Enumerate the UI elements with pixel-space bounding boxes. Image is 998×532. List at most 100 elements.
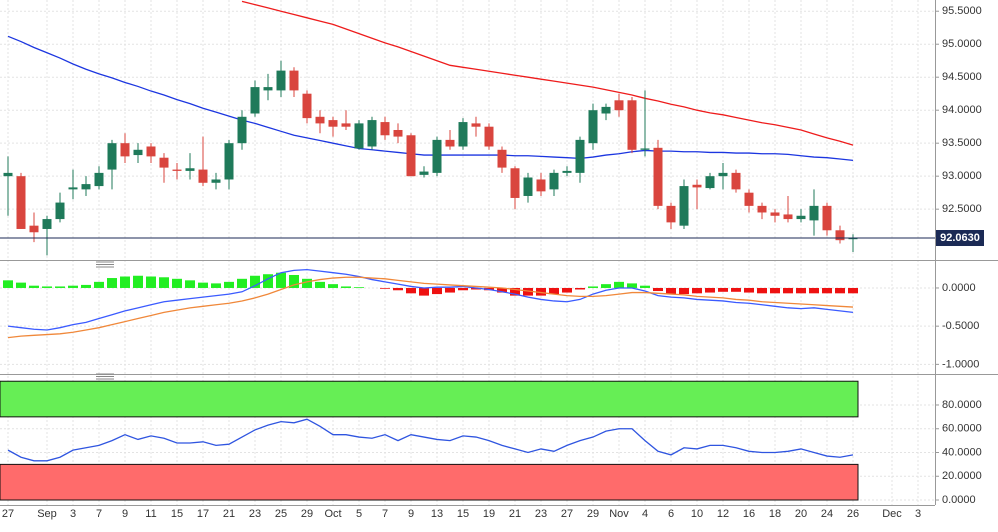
candle-body [146, 146, 156, 157]
histogram-bar [16, 282, 26, 288]
candle-body [367, 120, 377, 147]
histogram-bar [159, 277, 169, 288]
histogram-bar [835, 287, 845, 294]
resize-handle[interactable] [96, 261, 114, 268]
x-tick-label: 23 [249, 508, 261, 520]
candle-body [796, 215, 806, 220]
x-tick-label: 27 [561, 508, 573, 520]
x-tick-label: 27 [2, 508, 14, 520]
candle-body [380, 122, 390, 136]
y-tick-label: 95.0000 [942, 38, 982, 50]
candle-body [445, 139, 455, 147]
histogram-bar [185, 280, 195, 288]
candle-body [562, 170, 572, 173]
histogram-bar [523, 287, 533, 296]
moving-average [7, 35, 854, 161]
x-tick-label: 3 [915, 508, 921, 520]
candle-body [302, 93, 312, 119]
histogram-bar [809, 287, 819, 294]
candle-body [588, 110, 598, 144]
histogram-bar [68, 285, 78, 288]
histogram-bar [198, 282, 208, 288]
macd-line [7, 268, 854, 331]
x-tick-label: 13 [431, 508, 443, 520]
histogram-bar [822, 287, 832, 294]
x-tick-label: 9 [408, 508, 414, 520]
histogram-bar [640, 285, 650, 288]
candle-body [731, 172, 741, 190]
x-tick-label: 21 [509, 508, 521, 520]
candle-body [653, 147, 663, 206]
candle-body [107, 143, 117, 170]
histogram-bar [458, 287, 468, 291]
candle-body [484, 126, 494, 147]
candle-body [81, 184, 91, 190]
candle-body [94, 172, 104, 187]
x-tick-label: 6 [668, 508, 674, 520]
histogram-bar [263, 274, 273, 288]
candle-body [55, 202, 65, 220]
x-tick-label: 7 [382, 508, 388, 520]
histogram-bar [744, 287, 754, 293]
x-tick-label: 29 [301, 508, 313, 520]
histogram-bar [757, 287, 767, 294]
x-tick-label: Sep [37, 508, 57, 520]
candle-body [276, 70, 286, 91]
histogram-bar [120, 276, 130, 288]
candle-body [510, 168, 520, 198]
candle-body [315, 116, 325, 124]
histogram-bar [237, 278, 247, 288]
candle-body [770, 212, 780, 216]
candle-body [679, 186, 689, 226]
y-tick-label: 40.0000 [942, 446, 982, 458]
candle-body [159, 157, 169, 168]
histogram-bar [705, 287, 715, 293]
moving-average [241, 0, 854, 146]
histogram-bar [497, 287, 507, 293]
candle-body [133, 149, 143, 156]
x-tick-label: 11 [145, 508, 156, 520]
histogram-bar [328, 284, 338, 288]
candle-body [497, 149, 507, 168]
candle-body [419, 171, 429, 175]
histogram-bar [146, 276, 156, 288]
histogram-bar [848, 287, 858, 294]
candle-body [341, 123, 351, 127]
candle-body [16, 176, 26, 229]
histogram-bar [731, 287, 741, 292]
candle-body [757, 205, 767, 213]
histogram-bar [679, 287, 689, 295]
histogram-bar [562, 287, 572, 293]
candle-body [432, 139, 442, 173]
candle-body [458, 122, 468, 147]
histogram-bar [133, 275, 143, 288]
y-tick-label: 20.0000 [942, 470, 982, 482]
candle-body [198, 169, 208, 183]
x-tick-label: Nov [609, 508, 629, 520]
histogram-bar [81, 284, 91, 288]
candle-body [848, 238, 858, 240]
candle-body [627, 100, 637, 150]
y-tick-label: 80.0000 [942, 399, 982, 411]
candle-body [224, 143, 234, 180]
last-price-label: 92.0630 [940, 232, 980, 244]
resize-handle[interactable] [96, 373, 114, 380]
x-tick-label: 10 [691, 508, 703, 520]
y-tick-label: 94.5000 [942, 71, 982, 83]
y-tick-label: 93.0000 [942, 170, 982, 182]
candle-body [614, 100, 624, 111]
candle-body [354, 123, 364, 149]
candle-body [471, 123, 481, 127]
candle-body [237, 116, 247, 144]
indicator-line [7, 418, 854, 462]
candle-body [406, 135, 416, 177]
x-tick-label: 25 [275, 508, 287, 520]
histogram-bar [783, 287, 793, 294]
histogram-bar [614, 281, 624, 288]
x-tick-label: 18 [769, 508, 781, 520]
x-tick-label: 29 [587, 508, 599, 520]
x-tick-label: 16 [743, 508, 755, 520]
histogram-bar [419, 287, 429, 296]
candle-body [120, 143, 130, 157]
